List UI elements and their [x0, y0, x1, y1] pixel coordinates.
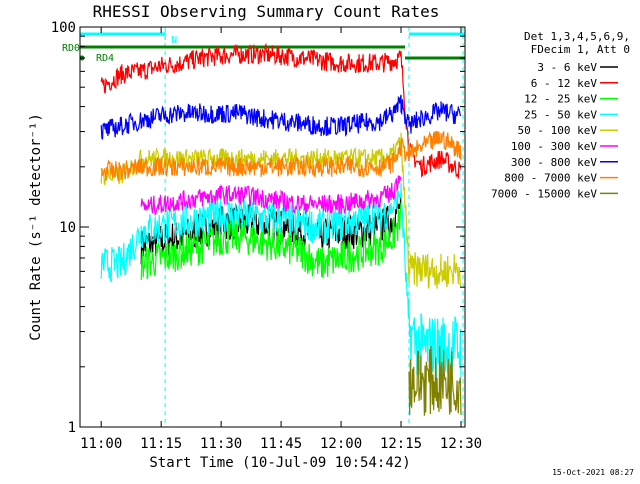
x-tick-label: 12:30 [440, 436, 482, 452]
flag-label-n: N [171, 35, 177, 46]
legend-label: 12 - 25 keV [524, 93, 597, 106]
x-tick-label: 11:15 [140, 436, 182, 452]
x-tick-label: 11:00 [80, 436, 122, 452]
y-axis-label: Count Rate (s⁻¹ detector⁻¹) [28, 113, 44, 341]
series-line [140, 202, 402, 280]
legend-label: 6 - 12 keV [531, 77, 598, 90]
series-8 [100, 130, 462, 182]
legend-label: 300 - 800 keV [511, 156, 597, 169]
y-tick-label: 10 [59, 220, 76, 236]
y-tick-label: 1 [68, 420, 76, 436]
axes: 11:00 11:15 11:30 11:45 12:00 12:15 12:30 1 10 10… [51, 20, 482, 452]
legend-header-2: FDecim 1, Att 0 [531, 43, 630, 56]
legend: Det 1,3,4,5,6,9, FDecim 1, Att 0 3 - 6 k… [491, 30, 630, 200]
series-3 [140, 202, 402, 280]
x-tick-label: 12:00 [320, 436, 362, 452]
footer-date: 15-Oct-2021 08:27 [552, 468, 634, 477]
series-line [100, 42, 462, 179]
x-axis-label: Start Time (10-Jul-09 10:54:42) [149, 455, 410, 471]
series-9 [408, 345, 462, 416]
legend-header-1: Det 1,3,4,5,6,9, [524, 30, 630, 43]
x-tick-label: 11:45 [260, 436, 302, 452]
legend-label: 3 - 6 keV [537, 61, 597, 74]
series-line [100, 130, 462, 182]
series-6 [140, 175, 402, 216]
x-tick-label: 11:30 [200, 436, 242, 452]
series-line [100, 94, 462, 140]
flag-label-rd4: RD4 [96, 53, 114, 64]
series-7 [100, 94, 462, 140]
legend-label: 100 - 300 keV [511, 140, 597, 153]
series-2 [100, 42, 462, 179]
legend-label: 50 - 100 keV [518, 124, 598, 137]
series-4 [100, 183, 462, 382]
series-line [100, 183, 462, 382]
series-line [408, 345, 462, 416]
y-tick-label: 100 [51, 20, 76, 36]
series-group [100, 42, 462, 416]
legend-label: 7000 - 15000 keV [491, 187, 597, 200]
flag-label-rd0: RD0 [62, 43, 80, 54]
series-line [140, 175, 402, 216]
flag-bars: N RD0 RD4 [62, 30, 465, 64]
legend-label: 800 - 7000 keV [504, 172, 597, 185]
legend-label: 25 - 50 keV [524, 108, 597, 121]
chart-title: RHESSI Observing Summary Count Rates [93, 2, 440, 21]
x-tick-label: 12:15 [380, 436, 422, 452]
